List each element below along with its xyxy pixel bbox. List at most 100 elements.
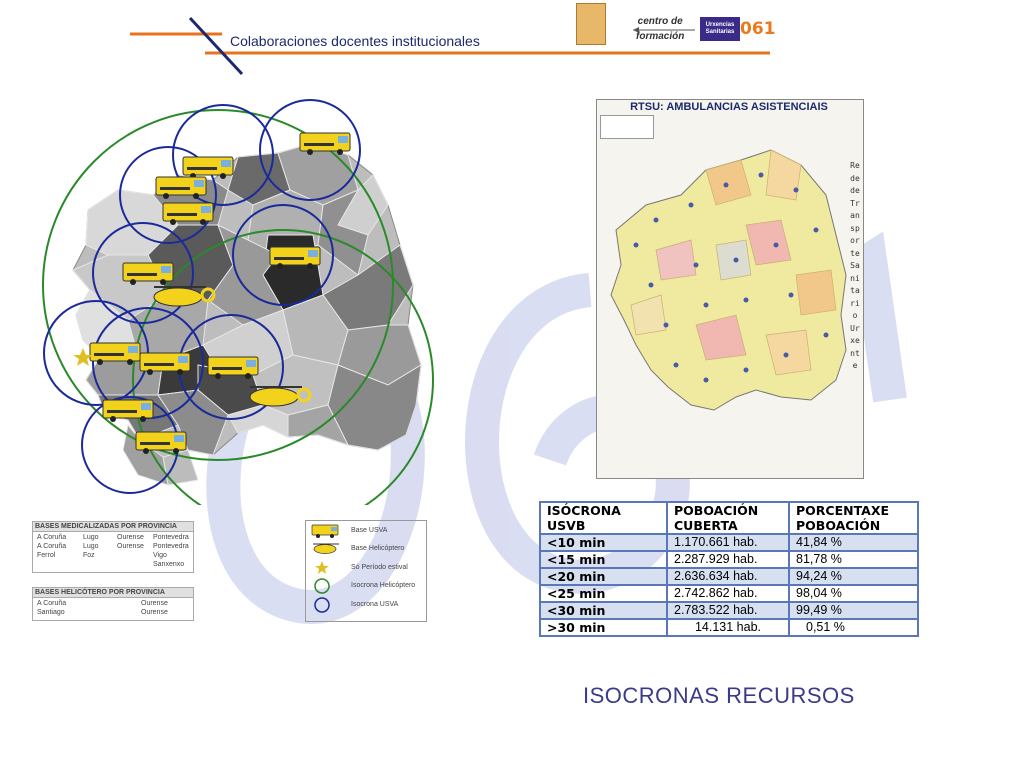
base-name: A Coruña bbox=[37, 543, 67, 550]
ambulance-icon bbox=[269, 246, 321, 269]
cell-population: 1.170.661 hab. bbox=[666, 533, 790, 552]
rtsu-base-dot bbox=[633, 242, 639, 248]
heli-col-ourense: Ourense Ourense bbox=[141, 599, 168, 617]
rtsu-legend-box bbox=[600, 115, 654, 139]
medicalized-title: BASES MEDICALIZADAS POR PROVINCIA bbox=[32, 521, 194, 532]
table-row: <25 min 2.742.862 hab. 98,04 % bbox=[539, 584, 919, 603]
cell-population: 2.783.522 hab. bbox=[666, 601, 790, 620]
heli-col-coruna: A Coruña Santiago bbox=[37, 599, 66, 617]
cell-time: <30 min bbox=[539, 601, 668, 620]
rtsu-base-dot bbox=[703, 302, 709, 308]
rtsu-base-dot bbox=[743, 367, 749, 373]
galicia-isochrone-map bbox=[42, 99, 434, 505]
ambulance-icon bbox=[102, 399, 154, 422]
star-icon bbox=[73, 348, 93, 366]
table-row: >30 min 14.131 hab. 0,51 % bbox=[539, 618, 919, 637]
rtsu-base-dot bbox=[758, 172, 764, 178]
rtsu-base-dot bbox=[663, 322, 669, 328]
centro-line1: centro de bbox=[637, 16, 683, 27]
rtsu-base-dot bbox=[648, 282, 654, 288]
helicopter-icon bbox=[249, 386, 312, 407]
usva-circle-icon bbox=[314, 597, 330, 613]
table-header-row: ISÓCRONA USVB POBOACIÓN CUBERTA PORCENTAXE… bbox=[539, 501, 919, 535]
rtsu-zone bbox=[630, 294, 667, 336]
cell-time: <10 min bbox=[539, 533, 668, 552]
rtsu-base-dot bbox=[673, 362, 679, 368]
ambulance-icon bbox=[135, 431, 187, 454]
ambulance-icon bbox=[299, 132, 351, 155]
rtsu-map-title: RTSU: AMBULANCIAS ASISTENCIAIS bbox=[630, 101, 828, 113]
cell-percent: 98,04 % bbox=[788, 584, 919, 603]
heli-circle-icon bbox=[314, 578, 330, 594]
heli-body: A Coruña Santiago Ourense Ourense bbox=[32, 598, 194, 621]
key-iso-usva: Isocrona USVA bbox=[351, 601, 399, 608]
zone-26 bbox=[287, 404, 349, 446]
rtsu-base-dot bbox=[653, 217, 659, 223]
base-name: Foz bbox=[83, 552, 95, 559]
rtsu-base-dot bbox=[793, 187, 799, 193]
page-title: ISOCRONAS RECURSOS bbox=[583, 683, 855, 708]
table-row: <10 min 1.170.661 hab. 41,84 % bbox=[539, 533, 919, 552]
cell-population: 14.131 hab. bbox=[666, 618, 790, 637]
isocrona-helicoptero-circle bbox=[132, 229, 434, 505]
table-row: <15 min 2.287.929 hab. 81,78 % bbox=[539, 550, 919, 569]
header-slash bbox=[188, 16, 244, 76]
key-heli: Base Helicóptero bbox=[351, 545, 405, 552]
cell-percent: 0,51 % bbox=[788, 618, 919, 637]
rtsu-base-dot bbox=[783, 352, 789, 358]
medicalized-col-lugo: Lugo Lugo Foz bbox=[83, 533, 99, 560]
base-name: Ferrol bbox=[37, 552, 56, 559]
map-key-symbols bbox=[311, 524, 339, 613]
medicalized-col-pontevedra: Pontevedra Pontevedra Vigo Sanxenxo bbox=[153, 533, 189, 569]
base-name: A Coruña bbox=[37, 534, 67, 541]
header-isocrona: ISÓCRONA USVB bbox=[539, 501, 668, 535]
zone-24 bbox=[157, 389, 229, 456]
key-usva: Base USVA bbox=[351, 527, 388, 534]
isocrona-usva-circle bbox=[172, 104, 274, 206]
centro-formacion-logo: centro de formación bbox=[636, 14, 684, 44]
base-name: Ourense bbox=[117, 534, 144, 541]
zone-7 bbox=[317, 188, 369, 276]
rtsu-base-dot bbox=[688, 202, 694, 208]
ambulance-icon bbox=[155, 176, 207, 199]
base-name: Pontevedra bbox=[153, 534, 189, 541]
logo-line2: Sanitarias bbox=[705, 29, 735, 35]
helicopter-icon bbox=[153, 286, 216, 307]
centro-line2: formación bbox=[636, 31, 685, 42]
cell-population: 2.636.634 hab. bbox=[666, 567, 790, 586]
rtsu-base-dot bbox=[703, 377, 709, 383]
cell-population: 2.287.929 hab. bbox=[666, 550, 790, 569]
rtsu-base-dot bbox=[813, 227, 819, 233]
rtsu-base-dot bbox=[743, 297, 749, 303]
base-name: A Coruña bbox=[37, 600, 67, 607]
cell-time: <25 min bbox=[539, 584, 668, 603]
isocrona-helicoptero-circle bbox=[42, 109, 394, 461]
key-iso-heli: Isocrona Helicóptero bbox=[351, 582, 416, 589]
base-name: Ourense bbox=[141, 600, 168, 607]
cell-time: >30 min bbox=[539, 618, 668, 637]
header-decoration bbox=[130, 16, 770, 76]
arrow-head-icon bbox=[633, 27, 639, 33]
base-name: Sanxenxo bbox=[153, 561, 185, 568]
header-poboacion: POBOACIÓN CUBERTA bbox=[666, 501, 790, 535]
cell-time: <15 min bbox=[539, 550, 668, 569]
isocrona-usva-circle bbox=[119, 146, 217, 244]
isocrona-usva-circle bbox=[92, 222, 194, 324]
cell-percent: 99,49 % bbox=[788, 601, 919, 620]
rtsu-base-dot bbox=[723, 182, 729, 188]
base-name: Lugo bbox=[83, 543, 99, 550]
ambulance-icon bbox=[311, 524, 339, 538]
rtsu-base-dot bbox=[823, 332, 829, 338]
heli-title: BASES HELICÓTERO POR PROVINCIA bbox=[32, 587, 194, 598]
rtsu-zone bbox=[765, 329, 812, 376]
medicalized-col-coruna: A Coruña A Coruña Ferrol bbox=[37, 533, 66, 560]
base-name: Pontevedra bbox=[153, 543, 189, 550]
medicalized-col-ourense: Ourense Ourense bbox=[117, 533, 144, 551]
base-name: Lugo bbox=[83, 534, 99, 541]
helicopter-icon bbox=[313, 543, 339, 554]
ambulance-icon bbox=[162, 202, 214, 225]
book-logo-icon bbox=[576, 3, 606, 45]
rtsu-zone bbox=[655, 239, 697, 281]
table-row: <20 min 2.636.634 hab. 94,24 % bbox=[539, 567, 919, 586]
rtsu-zone bbox=[765, 149, 802, 201]
